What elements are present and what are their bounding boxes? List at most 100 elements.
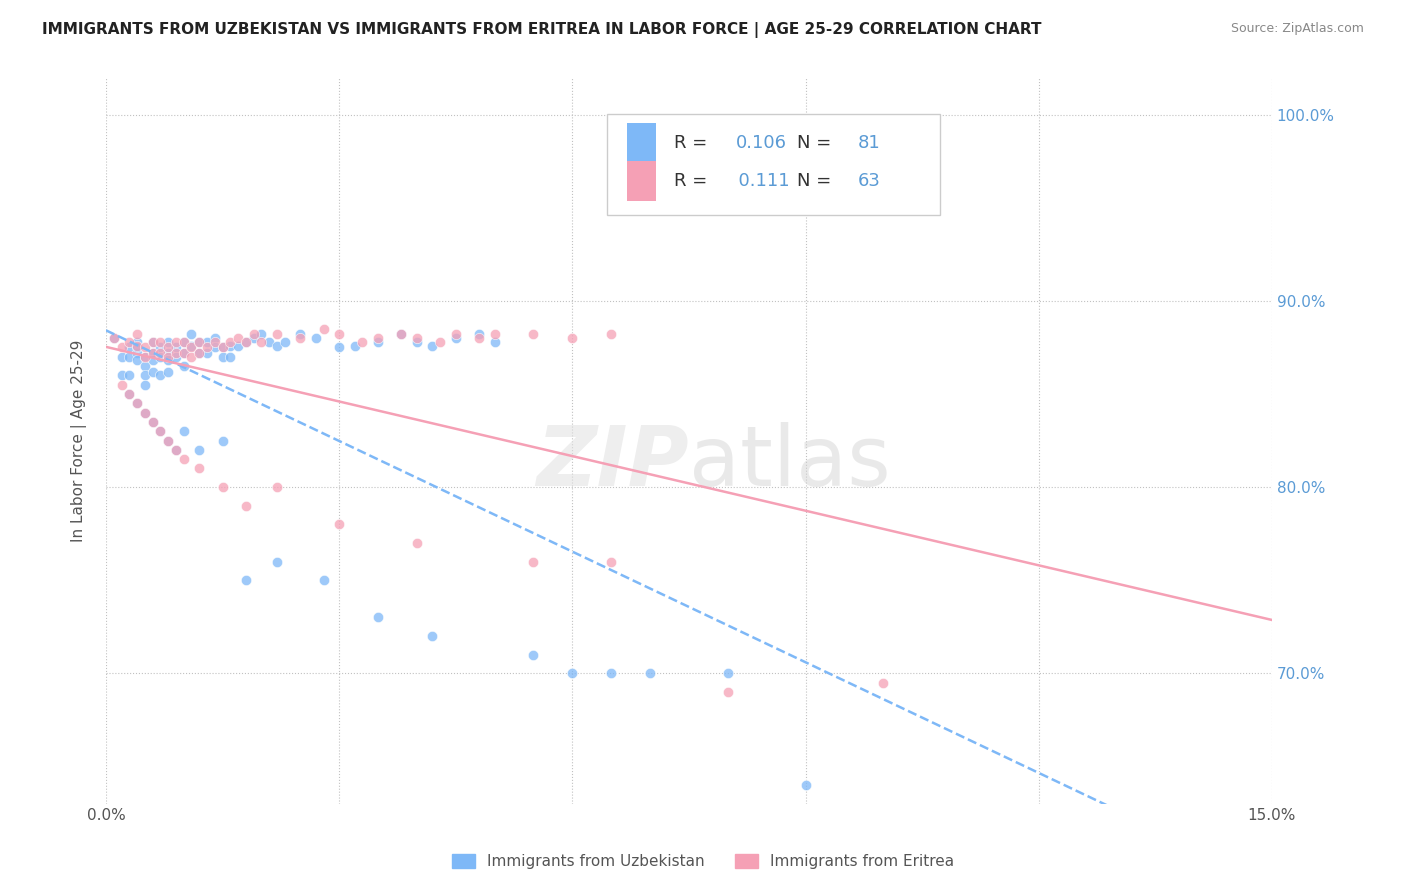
Point [444, 327, 467, 342]
Point [389, 327, 412, 342]
Point [600, 666, 623, 681]
Point [173, 452, 195, 467]
Point [717, 666, 740, 681]
Point [484, 327, 506, 342]
Text: N =: N = [797, 134, 838, 152]
Point [180, 327, 202, 342]
Text: N =: N = [797, 172, 838, 190]
Point [226, 331, 249, 345]
Point [638, 666, 661, 681]
Point [211, 434, 233, 448]
Point [242, 331, 264, 345]
Point [157, 434, 180, 448]
Point [235, 334, 257, 349]
Y-axis label: In Labor Force | Age 25-29: In Labor Force | Age 25-29 [72, 339, 87, 541]
Point [173, 424, 195, 438]
Point [165, 442, 187, 457]
Point [522, 555, 544, 569]
Point [173, 346, 195, 360]
Point [125, 396, 148, 410]
Point [422, 629, 444, 643]
Point [134, 406, 156, 420]
Point [142, 415, 165, 429]
Point [266, 327, 288, 342]
Point [290, 331, 312, 345]
Point [149, 340, 172, 354]
Point [134, 359, 156, 373]
Point [188, 334, 211, 349]
Text: 0.111: 0.111 [727, 172, 790, 190]
Point [235, 573, 257, 587]
Point [149, 346, 172, 360]
Text: atlas: atlas [689, 422, 890, 503]
Point [165, 334, 187, 349]
Text: ZIP: ZIP [536, 422, 689, 503]
Point [219, 338, 242, 352]
Point [142, 365, 165, 379]
Point [165, 350, 187, 364]
Point [165, 340, 187, 354]
Point [125, 334, 148, 349]
Point [195, 334, 218, 349]
Point [600, 555, 623, 569]
Point [188, 346, 211, 360]
Point [180, 340, 202, 354]
Point [118, 387, 141, 401]
Point [328, 517, 350, 532]
Point [118, 334, 141, 349]
Point [328, 340, 350, 354]
Text: Source: ZipAtlas.com: Source: ZipAtlas.com [1230, 22, 1364, 36]
Point [142, 346, 165, 360]
Point [118, 340, 141, 354]
Point [406, 331, 429, 345]
Point [188, 346, 211, 360]
Point [125, 340, 148, 354]
Point [484, 334, 506, 349]
Point [180, 338, 202, 352]
Point [352, 334, 374, 349]
Point [110, 340, 132, 354]
Point [149, 424, 172, 438]
Point [173, 346, 195, 360]
Point [794, 778, 817, 792]
FancyBboxPatch shape [607, 114, 939, 215]
Point [165, 442, 187, 457]
Point [173, 359, 195, 373]
Point [134, 406, 156, 420]
Point [157, 365, 180, 379]
Point [103, 331, 125, 345]
Point [266, 338, 288, 352]
Point [204, 331, 226, 345]
Point [149, 334, 172, 349]
Point [266, 480, 288, 494]
Point [173, 334, 195, 349]
Point [125, 338, 148, 352]
Point [406, 536, 429, 550]
Point [142, 353, 165, 368]
Point [118, 350, 141, 364]
Point [235, 499, 257, 513]
Point [134, 340, 156, 354]
FancyBboxPatch shape [627, 161, 657, 202]
Point [142, 334, 165, 349]
FancyBboxPatch shape [627, 123, 657, 162]
Point [149, 424, 172, 438]
Point [257, 334, 280, 349]
Point [188, 442, 211, 457]
Point [157, 434, 180, 448]
Point [157, 346, 180, 360]
Text: R =: R = [673, 172, 713, 190]
Point [142, 334, 165, 349]
Point [219, 334, 242, 349]
Point [118, 387, 141, 401]
Point [211, 340, 233, 354]
Point [367, 334, 389, 349]
Point [561, 331, 583, 345]
Point [195, 346, 218, 360]
Point [165, 346, 187, 360]
Point [367, 610, 389, 624]
Point [157, 353, 180, 368]
Point [188, 334, 211, 349]
Point [522, 648, 544, 662]
Point [305, 331, 328, 345]
